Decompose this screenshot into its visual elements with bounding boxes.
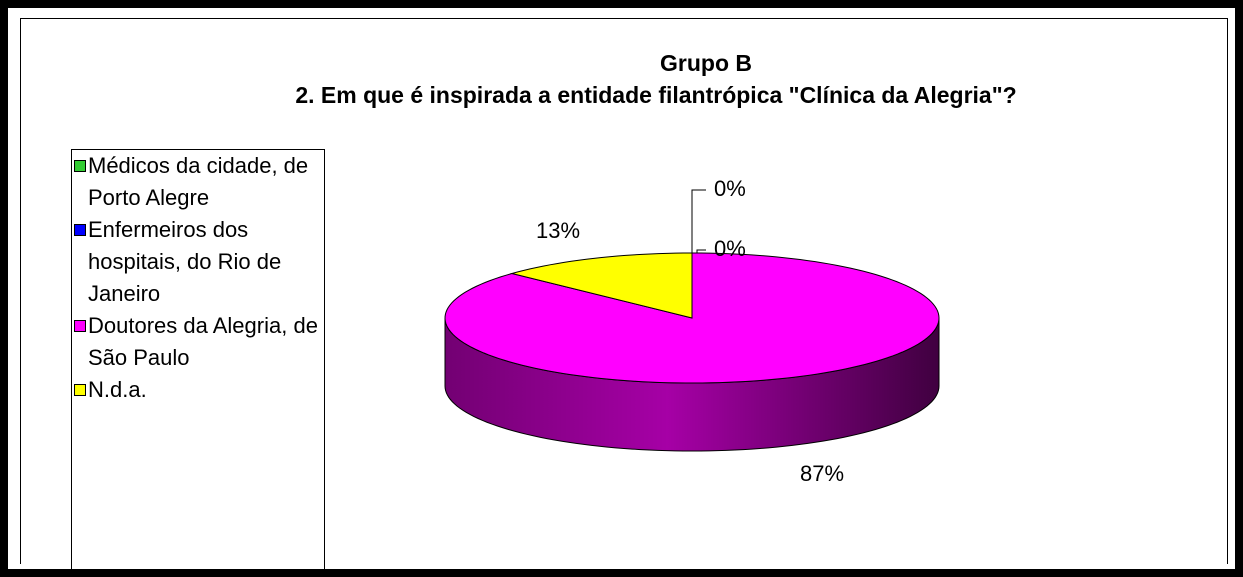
legend-label: Enfermeiros dos hospitais, do Rio de Jan…	[88, 217, 282, 306]
legend-swatch	[74, 160, 86, 172]
data-label: 0%	[714, 176, 746, 201]
legend: Médicos da cidade, de Porto Alegre Enferm…	[71, 149, 325, 570]
legend-label: Médicos da cidade, de Porto Alegre	[88, 153, 309, 210]
data-label: 13%	[536, 218, 580, 243]
chart-area: Grupo B 2. Em que é inspirada a entidade…	[20, 18, 1228, 570]
leader-line	[696, 249, 706, 253]
legend-item: N.d.a.	[72, 374, 320, 406]
pie-side-shade	[445, 318, 939, 451]
leader-line	[691, 189, 706, 253]
legend-swatch	[74, 320, 86, 332]
legend-item: Médicos da cidade, de Porto Alegre	[72, 150, 320, 214]
legend-item: Enfermeiros dos hospitais, do Rio de Jan…	[72, 214, 320, 310]
legend-item: Doutores da Alegria, de São Paulo	[72, 310, 320, 374]
chart-title: Grupo B	[660, 50, 752, 76]
legend-label: Doutores da Alegria, de São Paulo	[88, 313, 318, 370]
data-label: 87%	[800, 461, 844, 486]
data-label: 0%	[714, 236, 746, 261]
pie-slice	[509, 252, 693, 319]
legend-swatch	[74, 224, 86, 236]
legend-label: N.d.a.	[88, 377, 147, 402]
chart-subtitle: 2. Em que é inspirada a entidade filantr…	[295, 82, 1017, 108]
legend-swatch	[74, 384, 86, 396]
